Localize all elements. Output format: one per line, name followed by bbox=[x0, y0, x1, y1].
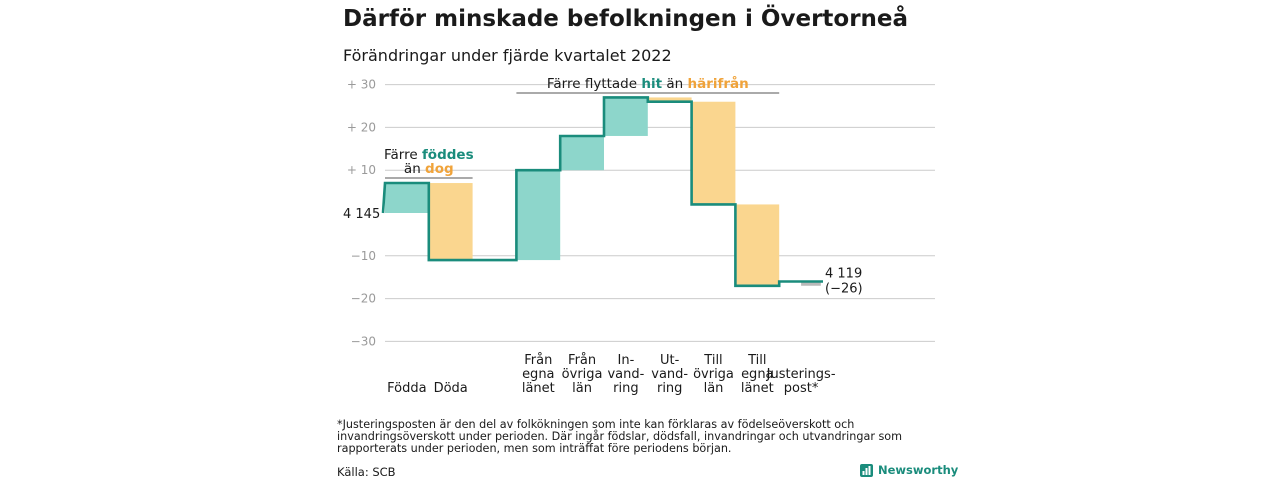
y-tick-label: −10 bbox=[351, 249, 376, 263]
category-label: Ut- bbox=[660, 353, 680, 368]
bar bbox=[735, 204, 780, 286]
category-label: övriga bbox=[693, 367, 734, 382]
annotation-span: Färre bbox=[384, 147, 422, 163]
annotation-span: än bbox=[404, 161, 425, 177]
category-label: län bbox=[572, 381, 592, 396]
logo-text: Newsworthy bbox=[878, 463, 959, 477]
newsworthy-logo[interactable]: Newsworthy bbox=[860, 463, 958, 477]
category-label: länet bbox=[522, 381, 555, 396]
category-label: Till bbox=[747, 353, 766, 368]
end-change-label: (−26) bbox=[825, 281, 863, 296]
y-tick-label: + 30 bbox=[347, 78, 376, 92]
annotation-births-line2: än dog bbox=[404, 161, 454, 177]
bar bbox=[516, 170, 561, 261]
annotation-span: härifrån bbox=[687, 75, 748, 92]
category-labels: Födda DödaFrånegnalänetFrånövrigalänIn-va… bbox=[387, 353, 836, 396]
waterfall-step-line bbox=[381, 96, 823, 288]
chart-title: Därför minskade befolkningen i Övertorne… bbox=[343, 6, 909, 32]
category-label: egna bbox=[741, 367, 773, 382]
bar bbox=[691, 101, 736, 205]
category-label: ring bbox=[657, 381, 682, 396]
y-tick-label: + 20 bbox=[347, 120, 376, 134]
annotation-span: föddes bbox=[422, 147, 474, 163]
footnote: *Justeringsposten är den del av folkökni… bbox=[337, 418, 903, 455]
value-labels: 4 145 4 119(−26) bbox=[343, 207, 863, 296]
annotation-span: Färre flyttade bbox=[547, 76, 641, 92]
annotation-span: än bbox=[662, 76, 687, 92]
bar bbox=[428, 183, 473, 261]
y-tick-label: + 10 bbox=[347, 163, 376, 177]
chart-subtitle: Förändringar under fjärde kvartalet 2022 bbox=[343, 46, 672, 65]
bar bbox=[647, 97, 692, 102]
category-label: Till bbox=[703, 353, 722, 368]
annotation-births: Färre föddes bbox=[384, 147, 474, 163]
category-label: Från bbox=[524, 353, 552, 368]
category-label: In- bbox=[618, 353, 635, 368]
bar bbox=[385, 183, 429, 213]
newsworthy-logo-icon bbox=[860, 463, 873, 477]
category-label: Döda bbox=[434, 381, 468, 396]
annotation-span: hit bbox=[641, 76, 662, 92]
annotation-span: dog bbox=[425, 161, 454, 177]
y-tick-label: −20 bbox=[351, 292, 376, 306]
category-label: länet bbox=[741, 381, 774, 396]
category-label: län bbox=[704, 381, 724, 396]
category-label: ring bbox=[613, 381, 638, 396]
y-tick-label: −30 bbox=[351, 334, 376, 348]
bar bbox=[604, 97, 648, 136]
bar bbox=[801, 281, 821, 286]
category-label: vand- bbox=[607, 367, 644, 382]
bars bbox=[385, 97, 821, 286]
y-axis-ticks: + 30 + 20 + 10 −10 −20 −30 bbox=[347, 78, 376, 349]
category-label: Justerings- bbox=[766, 367, 836, 382]
source-label: Källa: SCB bbox=[337, 465, 396, 479]
category-label: post* bbox=[784, 381, 819, 396]
end-value-label: 4 119 bbox=[825, 266, 862, 281]
start-value-label: 4 145 bbox=[343, 207, 380, 222]
category-label: övriga bbox=[562, 367, 603, 382]
annotation-migration: Färre flyttade hit än härifrån bbox=[547, 75, 749, 92]
step-line bbox=[381, 96, 823, 288]
category-label: Födda bbox=[387, 381, 426, 396]
bar bbox=[560, 135, 604, 171]
category-label: vand- bbox=[651, 367, 688, 382]
category-label: egna bbox=[522, 367, 554, 382]
gridlines bbox=[385, 84, 935, 342]
category-label: Från bbox=[568, 353, 596, 368]
